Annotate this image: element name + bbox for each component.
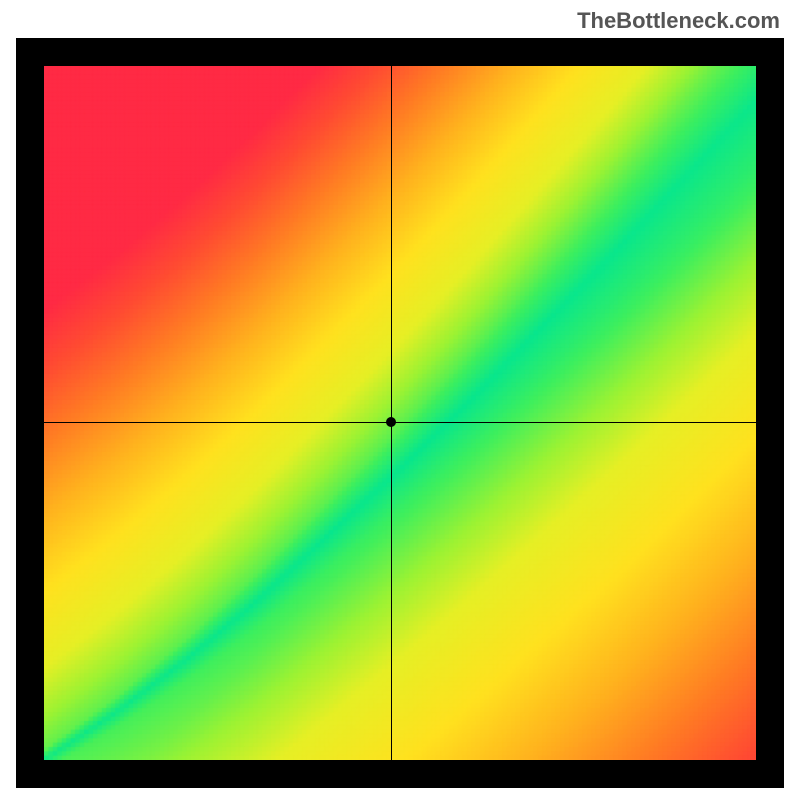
heatmap-canvas [44,66,756,760]
crosshair-horizontal [44,422,756,423]
crosshair-vertical [391,66,392,760]
watermark-text: TheBottleneck.com [577,8,780,34]
heatmap-plot [44,66,756,760]
